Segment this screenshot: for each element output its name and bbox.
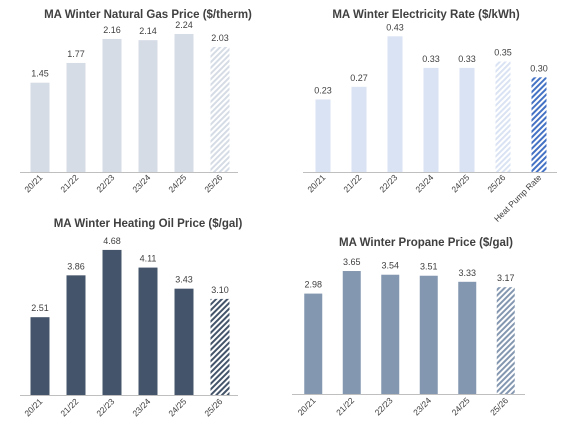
electricity-tick-label: 25/26 (485, 172, 507, 194)
electricity-bar (423, 67, 439, 172)
electricity-bar (459, 67, 475, 172)
electricity-tick-label: 22/23 (377, 172, 399, 194)
natural-gas-tick-label: 25/26 (202, 172, 224, 194)
natural-gas-value-label: 1.45 (31, 69, 49, 79)
propane-bar (304, 293, 323, 394)
electricity-value-label: 0.33 (458, 54, 476, 64)
propane-tick-label: 22/23 (373, 395, 395, 417)
propane-chart-svg: MA Winter Propane Price ($/gal) 2.98 20/2… (292, 237, 525, 417)
propane-value-label: 3.54 (381, 261, 399, 271)
natural-gas-value-label: 2.16 (103, 25, 121, 35)
heating-oil-value-label: 4.11 (140, 254, 157, 264)
propane-bar (381, 274, 400, 394)
heating-oil-bar (174, 288, 194, 395)
propane-tick-label: 21/22 (334, 395, 356, 417)
propane-bar (496, 287, 515, 394)
propane-tick-label: 24/25 (450, 395, 472, 417)
electricity-rate-chart: MA Winter Electricity Rate ($/kWh) 0.23 2… (283, 0, 565, 224)
heating-oil-bar (138, 267, 158, 395)
propane-value-label: 3.65 (343, 257, 361, 267)
electricity-tick-label: 23/24 (413, 172, 435, 194)
natural-gas-chart: MA Winter Natural Gas Price ($/therm) 1.… (0, 0, 280, 214)
heating-oil-tick-label: 22/23 (94, 396, 116, 418)
heating-oil-bar (30, 317, 50, 395)
heating-oil-chart: MA Winter Heating Oil Price ($/gal) 2.51… (0, 214, 280, 430)
natural-gas-bar (210, 46, 230, 173)
heating-oil-bar (66, 275, 86, 395)
electricity-value-label: 0.30 (530, 63, 548, 73)
chart-title: MA Winter Natural Gas Price ($/therm) (44, 9, 252, 21)
heating-oil-tick-label: 21/22 (58, 396, 80, 418)
natural-gas-bar (102, 38, 122, 172)
heating-oil-value-label: 3.10 (211, 285, 229, 295)
electricity-bar (531, 77, 547, 172)
propane-value-label: 2.98 (304, 280, 322, 290)
natural-gas-chart-svg: MA Winter Natural Gas Price ($/therm) 1.… (20, 9, 252, 194)
propane-tick-label: 20/21 (296, 395, 318, 417)
heating-oil-tick-label: 24/25 (166, 396, 188, 418)
natural-gas-tick-label: 22/23 (94, 172, 116, 194)
electricity-bar (351, 86, 367, 172)
electricity-bar (387, 36, 403, 172)
propane-chart: MA Winter Propane Price ($/gal) 2.98 20/2… (283, 214, 565, 430)
propane-bar (458, 281, 477, 394)
electricity-bar (315, 99, 331, 172)
natural-gas-tick-label: 23/24 (130, 172, 152, 194)
heating-oil-bar (102, 249, 122, 395)
chart-title: MA Winter Heating Oil Price ($/gal) (54, 218, 243, 230)
heating-oil-value-label: 3.86 (67, 261, 85, 271)
electricity-value-label: 0.27 (350, 73, 368, 83)
electricity-value-label: 0.23 (314, 85, 332, 95)
electricity-rate-chart-svg: MA Winter Electricity Rate ($/kWh) 0.23 2… (303, 9, 557, 224)
natural-gas-tick-label: 21/22 (58, 172, 80, 194)
natural-gas-value-label: 2.14 (139, 26, 157, 36)
electricity-value-label: 0.35 (494, 48, 512, 58)
electricity-tick-label: 24/25 (449, 172, 471, 194)
heating-oil-chart-svg: MA Winter Heating Oil Price ($/gal) 2.51… (20, 218, 243, 418)
heating-oil-tick-label: 20/21 (22, 396, 44, 418)
heating-oil-value-label: 4.68 (103, 236, 121, 246)
natural-gas-value-label: 2.03 (211, 33, 229, 43)
natural-gas-tick-label: 20/21 (22, 172, 44, 194)
electricity-tick-label: 20/21 (305, 172, 327, 194)
propane-tick-label: 25/26 (488, 395, 510, 417)
natural-gas-bar (30, 82, 50, 172)
natural-gas-bar (66, 62, 86, 172)
natural-gas-bar (174, 34, 194, 173)
heating-oil-value-label: 3.43 (175, 275, 193, 285)
natural-gas-value-label: 2.24 (175, 20, 193, 30)
heating-oil-tick-label: 25/26 (202, 396, 224, 418)
natural-gas-tick-label: 24/25 (166, 172, 188, 194)
natural-gas-value-label: 1.77 (67, 49, 85, 59)
propane-value-label: 3.51 (420, 262, 438, 272)
heating-oil-bar (210, 298, 230, 395)
heating-oil-tick-label: 23/24 (130, 396, 152, 418)
heating-oil-value-label: 2.51 (31, 303, 49, 313)
electricity-bar (495, 61, 511, 172)
chart-title: MA Winter Propane Price ($/gal) (339, 237, 513, 249)
chart-title: MA Winter Electricity Rate ($/kWh) (332, 9, 520, 21)
propane-bar (419, 275, 438, 394)
propane-tick-label: 23/24 (411, 395, 433, 417)
propane-bar (342, 271, 361, 394)
electricity-tick-label: 21/22 (341, 172, 363, 194)
natural-gas-bar (138, 40, 158, 173)
propane-value-label: 3.33 (458, 268, 476, 278)
electricity-value-label: 0.33 (422, 54, 440, 64)
propane-value-label: 3.17 (497, 273, 515, 283)
electricity-value-label: 0.43 (386, 22, 404, 32)
